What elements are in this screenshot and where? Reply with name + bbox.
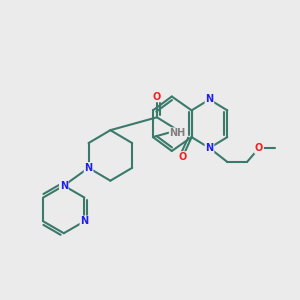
Text: N: N [85,163,93,173]
Text: O: O [153,92,161,101]
Text: O: O [255,143,263,153]
Text: N: N [206,143,214,153]
Text: N: N [60,181,68,191]
Text: O: O [178,152,187,162]
Text: N: N [80,216,88,226]
Text: NH: NH [169,128,186,138]
Text: N: N [206,94,214,104]
